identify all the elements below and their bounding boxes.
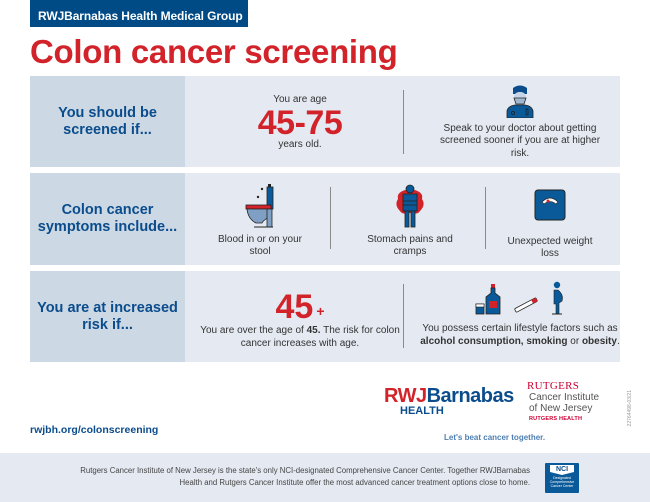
age-range-cell: You are age 45-75 years old. — [205, 94, 395, 151]
symptom-stomach: Stomach pains and cramps — [355, 183, 465, 259]
age-risk-cell: 45 + You are over the age of 45. The risk… — [195, 288, 405, 350]
document-id: 22764498-03/21 — [627, 390, 633, 427]
age-risk-text: You are over the age of 45. The risk for… — [200, 325, 400, 349]
rwjbarnabas-health-logo: RWJBarnabas HEALTH — [384, 385, 514, 417]
doctor-text: Speak to your doctor about getting scree… — [439, 122, 601, 159]
age-post-text: years old. — [278, 138, 322, 150]
obesity-icon — [552, 281, 563, 315]
symptom-text: Blood in or on your stool — [218, 233, 302, 258]
lifestyle-text: You possess certain lifestyle factors su… — [420, 323, 620, 347]
symptom-text: Stomach pains and cramps — [367, 233, 453, 258]
divider — [485, 187, 486, 249]
symptom-blood: Blood in or on your stool — [210, 183, 310, 259]
plus-sign: + — [316, 303, 325, 319]
age-pre-text: You are age — [273, 94, 327, 105]
rutgers-cinj-logo: RUTGERS Cancer Institute of New Jersey R… — [527, 380, 600, 422]
stomach-pain-icon — [396, 184, 424, 228]
lifestyle-icons — [420, 277, 620, 315]
row-label: Colon cancer symptoms include... — [30, 173, 185, 265]
symptom-weight: Unexpected weight loss — [500, 187, 600, 261]
alcohol-icon — [475, 284, 501, 315]
risk-row: You are at increased risk if... 45 + You … — [30, 271, 620, 362]
divider — [330, 187, 331, 249]
lifestyle-cell: You possess certain lifestyle factors su… — [420, 277, 620, 348]
nci-badge-icon: NCI Designated Comprehensive Cancer Cent… — [545, 463, 579, 493]
divider — [403, 284, 404, 348]
scale-icon — [534, 189, 566, 221]
doctor-icon — [506, 85, 534, 119]
age-range-value: 45-75 — [257, 103, 343, 142]
row-label: You should be screened if... — [30, 76, 185, 167]
group-banner: RWJBarnabas Health Medical Group — [30, 0, 248, 27]
page-title: Colon cancer screening — [30, 33, 398, 70]
screening-row: You should be screened if... You are age… — [30, 76, 620, 167]
website-link[interactable]: rwjbh.org/colonscreening — [30, 424, 159, 436]
footer: Rutgers Cancer Institute of New Jersey i… — [0, 453, 650, 502]
symptoms-row: Colon cancer symptoms include... Blood i… — [30, 173, 620, 265]
tagline: Let's beat cancer together. — [444, 433, 546, 442]
toilet-icon — [245, 184, 274, 228]
symptom-text: Unexpected weight loss — [507, 235, 593, 260]
divider — [403, 90, 404, 154]
age-risk-value: 45 + — [275, 288, 325, 326]
row-label: You are at increased risk if... — [30, 271, 185, 362]
footer-text: Rutgers Cancer Institute of New Jersey i… — [80, 466, 530, 487]
doctor-cell: Speak to your doctor about getting scree… — [430, 84, 610, 160]
cigarette-icon — [514, 297, 538, 313]
